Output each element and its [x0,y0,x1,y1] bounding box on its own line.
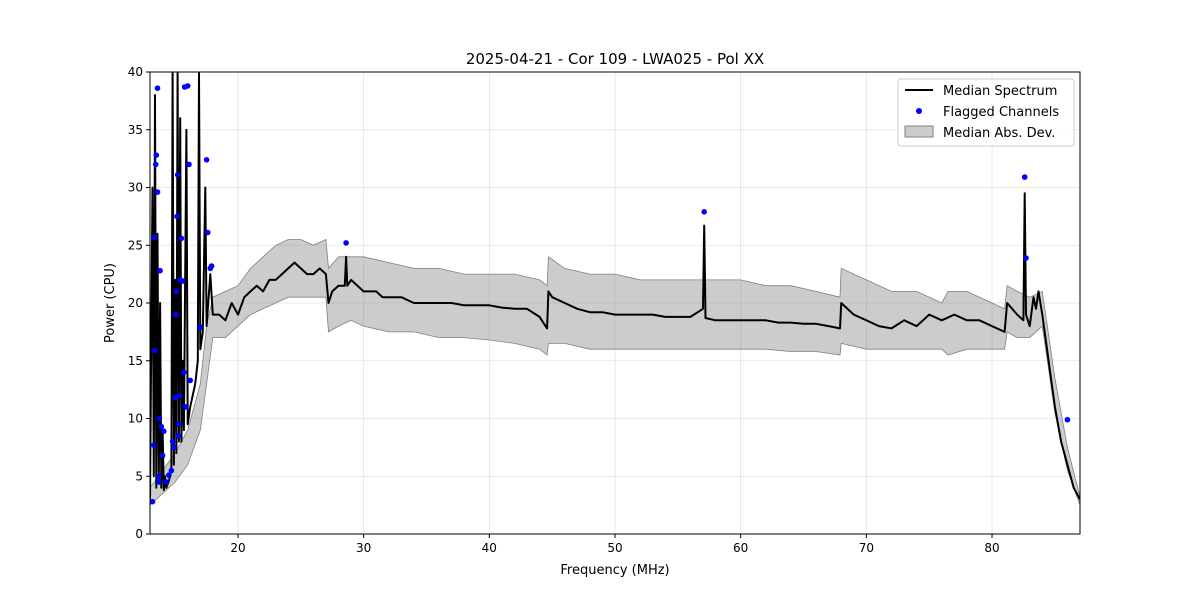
x-axis-label: Frequency (MHz) [560,563,669,578]
legend: Median Spectrum Flagged Channels Median … [897,78,1075,147]
legend-median-abs-dev: Median Abs. Dev. [943,126,1055,141]
flagged-channel-point [173,288,180,295]
flagged-channel-point [203,157,210,163]
flagged-channel-point [176,421,182,428]
flagged-channel-point [154,85,161,91]
flagged-channel-point [175,433,182,439]
x-tick-label: 20 [230,541,245,555]
x-axis: 20 30 40 50 60 70 80 [230,534,1000,555]
flagged-channel-point [181,369,187,376]
flagged-channel-point [156,473,162,480]
flagged-channel-point [151,442,157,448]
legend-box [897,78,1075,147]
flagged-channel-point [173,311,179,318]
flagged-channel-point [1064,416,1071,423]
y-tick-label: 0 [135,527,143,541]
y-axis-label: Power (CPU) [103,263,118,343]
flagged-channel-point [186,161,192,168]
flagged-channel-point [152,161,159,168]
chart-title: 2025-04-21 - Cor 109 - LWA025 - Pol XX [466,50,764,68]
flagged-channel-point [197,324,204,331]
flagged-channel-point [179,278,186,284]
flagged-channel-point [343,240,349,246]
flagged-channel-point [1021,174,1028,180]
flagged-channel-point [159,452,166,459]
flagged-channel-point [163,479,170,485]
legend-median-spectrum: Median Spectrum [943,84,1057,99]
median-spectrum-line [150,72,1080,500]
y-tick-label: 5 [135,469,143,483]
flagged-channel-point [187,377,193,384]
x-tick-label: 40 [482,541,497,555]
flagged-channel-point [169,438,176,445]
flagged-channel-point [174,172,181,178]
legend-dot-swatch [916,108,922,114]
mad-band [150,238,1080,506]
plot-area [150,72,1080,506]
flagged-channel-point [1023,255,1029,261]
y-tick-label: 10 [128,412,143,426]
flagged-channel-point [208,263,215,269]
flagged-channel-point [152,347,158,354]
flagged-channel-point [157,267,163,274]
x-tick-label: 60 [733,541,748,555]
x-tick-label: 50 [607,541,622,555]
x-tick-label: 30 [356,541,371,555]
flagged-channel-point [161,428,167,435]
flagged-channel-point [184,83,191,89]
flagged-channel-point [168,467,175,474]
flagged-channel-point [166,472,172,478]
y-tick-label: 15 [128,354,143,368]
flagged-channel-point [172,394,178,401]
flagged-channel-point [205,229,211,236]
x-tick-label: 70 [859,541,874,555]
grid [150,71,1080,535]
y-axis: 0 5 10 15 20 25 30 35 40 [128,65,150,541]
y-tick-label: 20 [128,296,143,310]
y-tick-label: 40 [128,65,143,79]
x-tick-label: 80 [984,541,999,555]
flagged-channel-point [156,415,163,422]
flagged-channel-point [156,479,162,485]
legend-band-swatch [904,125,934,138]
flagged-channel-point [153,152,160,158]
flagged-channel-point [151,234,158,240]
flagged-channel-point [158,423,165,430]
y-tick-label: 30 [128,181,143,195]
flagged-channel-point [178,235,185,242]
flagged-channel-point [174,213,180,220]
flagged-channel-point [171,444,177,451]
y-tick-label: 35 [128,123,143,137]
flagged-channel-point [150,498,156,505]
legend-flagged-channels: Flagged Channels [943,105,1059,120]
flagged-channel-point [176,392,183,399]
flagged-channel-point [182,404,188,410]
y-tick-label: 25 [128,238,143,252]
flagged-channel-point [154,189,161,195]
flagged-channel-point [701,209,707,215]
